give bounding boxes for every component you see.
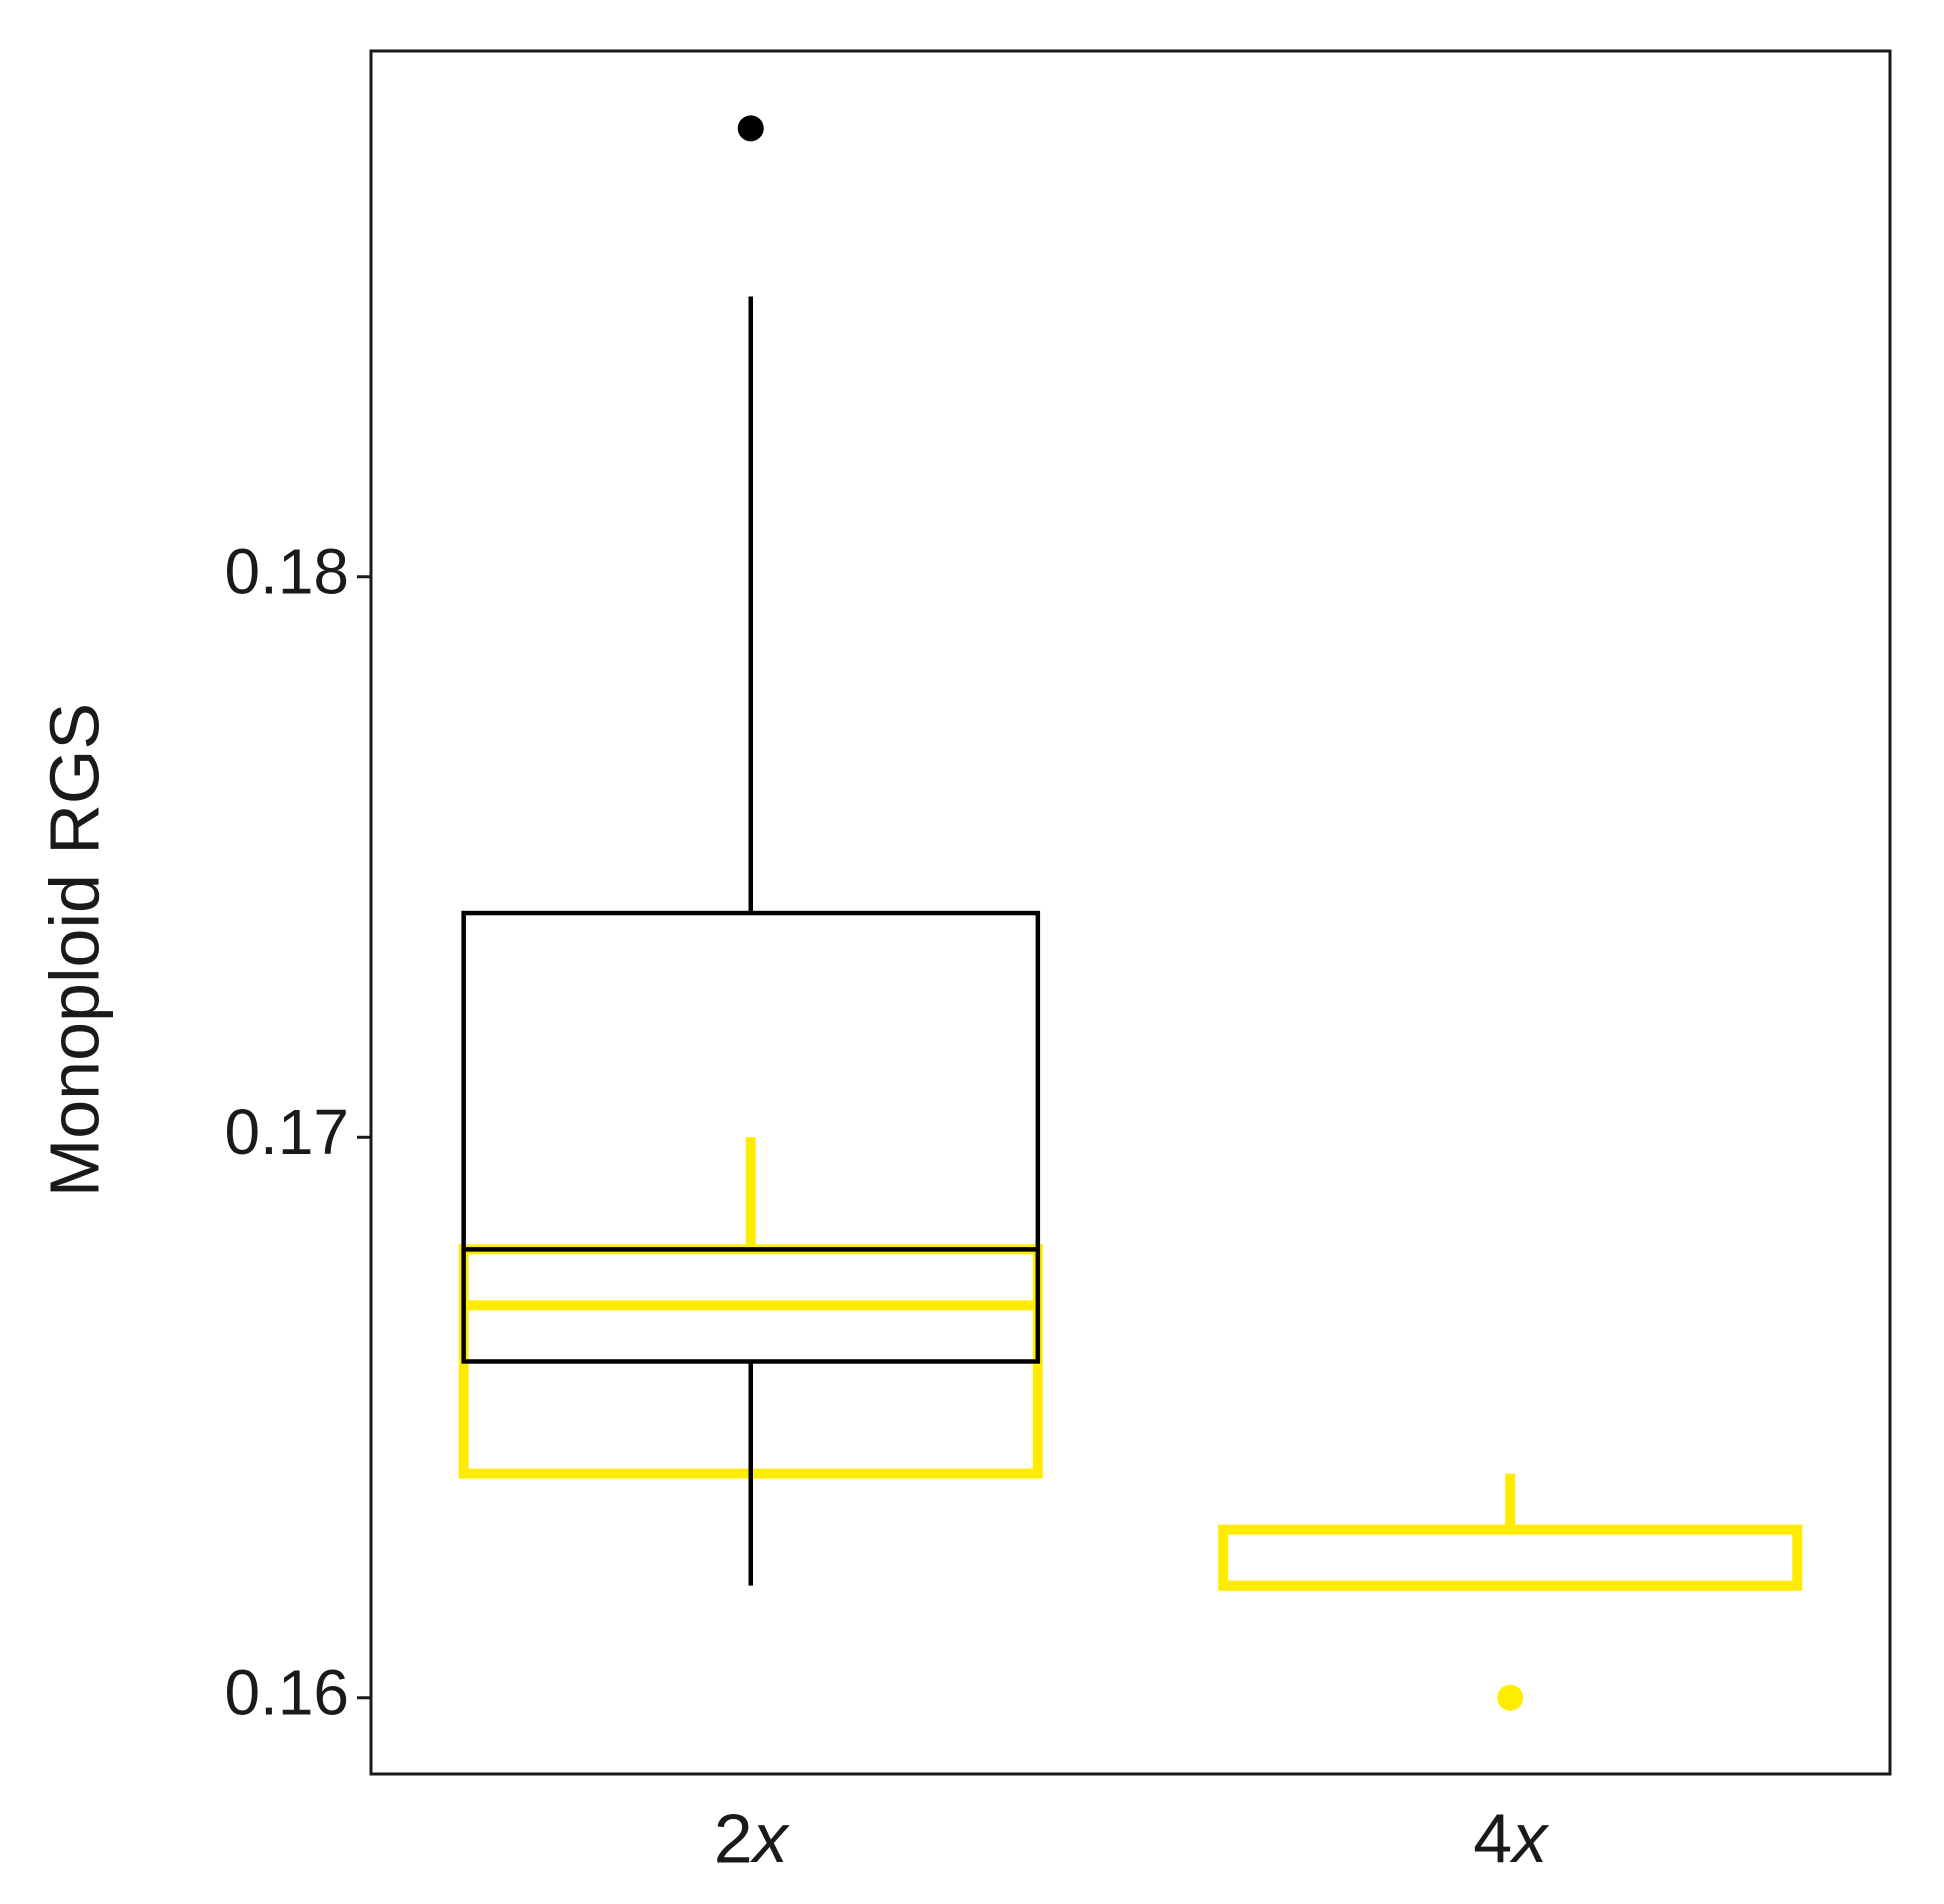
- box: [461, 910, 1041, 1364]
- box: [1218, 1524, 1803, 1591]
- y-tick-label: 0.16: [224, 1657, 349, 1729]
- outlier: [737, 115, 764, 142]
- x-tick-label: 4x: [1473, 1799, 1550, 1877]
- y-axis-title: Monoploid RGS: [35, 703, 113, 1197]
- x-tick-label: 2x: [714, 1799, 791, 1877]
- plot-frame: [369, 49, 1892, 1776]
- y-tick-label: 0.17: [224, 1096, 349, 1168]
- outlier: [1497, 1684, 1524, 1711]
- y-tick-label: 0.18: [224, 536, 349, 608]
